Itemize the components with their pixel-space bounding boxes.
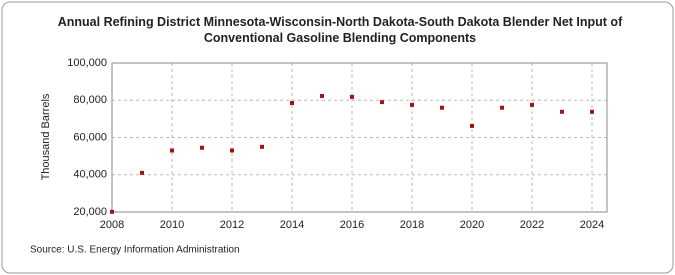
plot-frame [111,62,608,213]
x-tick-label: 2012 [220,219,244,231]
y-tick-label: 100,000 [67,57,107,69]
marker [320,93,324,98]
y-tick-label: 20,000 [73,206,107,218]
y-tick-label: 80,000 [73,94,107,106]
x-tick-label: 2024 [580,219,604,231]
x-tick-label: 2020 [460,219,484,231]
marker [380,100,384,105]
marker [200,145,204,150]
marker [500,105,504,110]
x-tick-label: 2016 [340,219,364,231]
marker [440,105,444,110]
x-tick-label: 2008 [100,219,124,231]
marker [290,101,294,106]
y-axis-label: Thousand Barrels [40,93,52,180]
marker [410,102,414,107]
marker [470,123,474,128]
x-tick-label: 2022 [520,219,544,231]
marker [260,144,264,149]
y-tick-label: 40,000 [73,169,107,181]
marker [560,109,564,114]
marker [230,148,234,153]
marker [140,170,144,175]
marker [170,148,174,153]
source: Source: U.S. Energy Information Administ… [30,245,240,256]
x-tick-label: 2018 [400,219,424,231]
y-tick-label: 60,000 [73,131,107,143]
x-tick-label: 2010 [160,219,184,231]
chart-title: Annual Refining District Minnesota-Wisco… [57,15,623,45]
marker [590,109,594,114]
marker [110,209,114,214]
marker [350,94,354,99]
marker [530,102,534,107]
x-tick-label: 2014 [280,219,304,231]
